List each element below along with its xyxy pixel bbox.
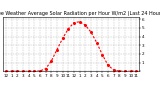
Title: Milwaukee Weather Average Solar Radiation per Hour W/m2 (Last 24 Hours): Milwaukee Weather Average Solar Radiatio… [0, 11, 160, 16]
